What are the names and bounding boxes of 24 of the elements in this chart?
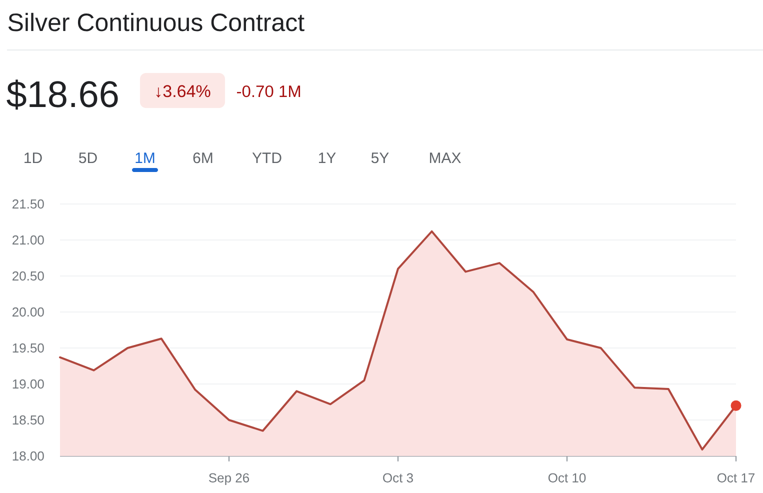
text: 1D — [24, 152, 42, 163]
y-tick-label: 19.00 — [12, 379, 44, 389]
text: 1Y — [318, 152, 336, 163]
y-tick-label: 20.50 — [12, 271, 44, 281]
text: 1M — [136, 152, 154, 163]
text: ↓3.64% — [156, 85, 210, 98]
text: -0.70 1M — [237, 85, 300, 98]
chart-title: Silver Continuous Contract — [8, 12, 304, 32]
y-tick-label: 18.50 — [12, 415, 44, 425]
x-tick-label: Oct 10 — [548, 473, 586, 482]
text: 5Y — [371, 152, 389, 164]
text: 6M — [193, 152, 212, 164]
y-tick-label: 21.00 — [12, 235, 44, 245]
text: YTD — [252, 152, 282, 163]
x-tick-label: Oct 17 — [717, 473, 754, 482]
x-tick-label: Oct 3 — [383, 473, 413, 482]
text: MAX — [430, 152, 461, 163]
y-tick-label: 19.50 — [12, 343, 44, 353]
chart-subtitle: $18.66 — [6, 80, 118, 110]
text: 5D — [79, 152, 97, 164]
x-tick-label: Sep 26 — [208, 473, 250, 486]
y-tick-label: 18.00 — [12, 451, 44, 461]
y-tick-label: 20.00 — [12, 307, 44, 317]
y-tick-label: 21.50 — [12, 199, 44, 209]
